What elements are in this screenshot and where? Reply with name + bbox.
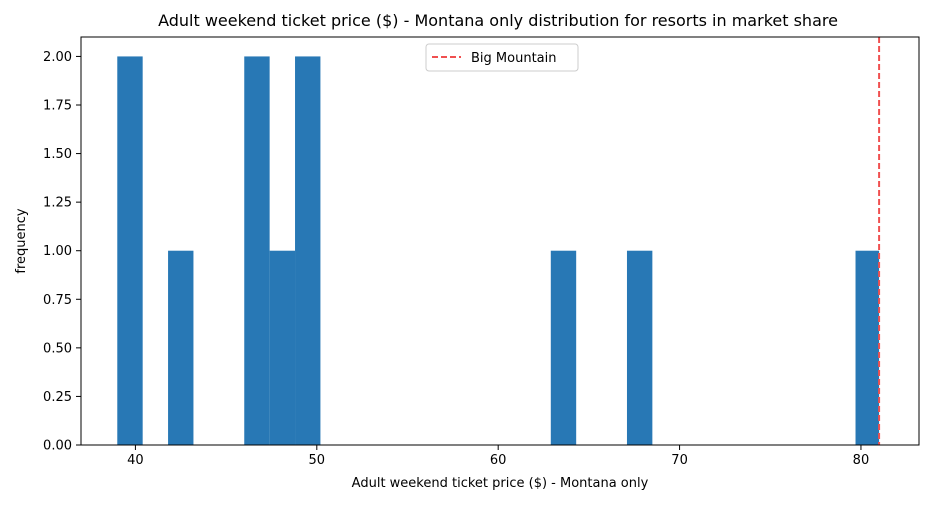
x-axis-label: Adult weekend ticket price ($) - Montana… <box>352 476 649 491</box>
y-tick-label-1: 0.25 <box>43 390 72 405</box>
bars-layer <box>117 56 880 446</box>
y-tick-label-7: 1.75 <box>43 99 72 114</box>
y-tick-label-0: 0.00 <box>43 439 72 454</box>
y-tick-label-5: 1.25 <box>43 196 72 211</box>
histogram-bar-5 <box>550 250 577 445</box>
x-axis: 40 50 60 70 80 <box>127 445 869 468</box>
histogram-bar-6 <box>626 250 653 445</box>
legend-label-big-mountain: Big Mountain <box>471 51 556 66</box>
y-tick-label-8: 2.00 <box>43 50 72 65</box>
x-tick-label-60: 60 <box>490 453 507 468</box>
x-tick-label-80: 80 <box>853 453 870 468</box>
y-axis: 0.00 0.25 0.50 0.75 1.00 1.25 1.50 1.75 2.00 <box>43 50 81 454</box>
y-axis-label: frequency <box>14 208 29 274</box>
histogram-bar-0 <box>117 56 143 446</box>
histogram-bar-4 <box>295 56 321 446</box>
histogram-bar-3 <box>269 250 296 445</box>
y-tick-label-3: 0.75 <box>43 293 72 308</box>
legend-box <box>425 43 579 72</box>
x-tick-label-70: 70 <box>671 453 688 468</box>
histogram-bar-1 <box>168 250 194 445</box>
histogram-bar-7 <box>855 250 880 445</box>
histogram-bar-2 <box>244 56 270 446</box>
plot-frame <box>80 36 920 446</box>
y-tick-label-4: 1.00 <box>43 244 72 259</box>
chart-title: Adult weekend ticket price ($) - Montana… <box>158 11 838 30</box>
y-tick-label-6: 1.50 <box>43 147 72 162</box>
y-tick-label-2: 0.50 <box>43 341 72 356</box>
x-tick-label-40: 40 <box>127 453 144 468</box>
x-tick-label-50: 50 <box>309 453 326 468</box>
legend: Big Mountain <box>425 43 579 72</box>
